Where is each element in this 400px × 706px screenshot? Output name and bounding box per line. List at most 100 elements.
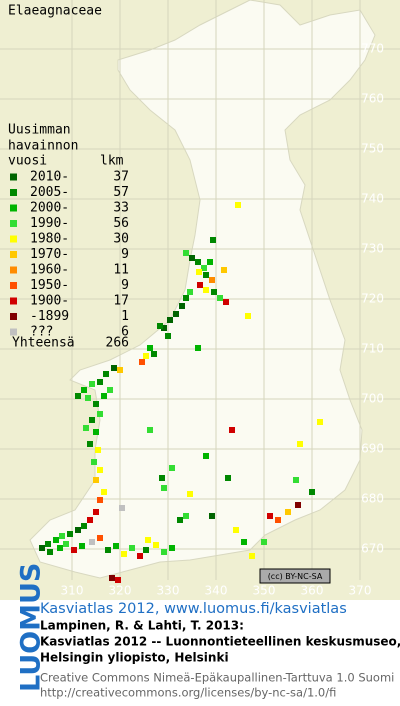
legend-count: 33 xyxy=(113,201,129,216)
observation-square xyxy=(183,250,189,256)
observation-square xyxy=(267,513,273,519)
license-line[interactable]: http://creativecommons.org/licenses/by-n… xyxy=(40,686,336,700)
observation-square xyxy=(153,542,159,548)
legend-total-label: Yhteensä xyxy=(12,336,75,351)
observation-square xyxy=(89,539,95,545)
observation-square xyxy=(97,497,103,503)
observation-square xyxy=(189,255,195,261)
observation-square xyxy=(161,549,167,555)
legend-count-heading: lkm xyxy=(100,154,124,169)
observation-square xyxy=(83,425,89,431)
y-grid-label: 710 xyxy=(361,342,384,356)
legend-label: 1960- xyxy=(30,263,69,278)
legend-count: 30 xyxy=(113,232,129,247)
legend-swatch xyxy=(10,220,17,227)
legend-count: 11 xyxy=(113,263,129,278)
observation-square xyxy=(79,543,85,549)
observation-square xyxy=(63,541,69,547)
citation-line: Helsingin yliopisto, Helsinki xyxy=(40,651,229,665)
observation-square xyxy=(187,491,193,497)
observation-square xyxy=(143,547,149,553)
observation-square xyxy=(165,333,171,339)
observation-square xyxy=(295,502,301,508)
x-grid-label: 340 xyxy=(205,584,228,598)
observation-square xyxy=(93,477,99,483)
observation-square xyxy=(317,419,323,425)
observation-square xyxy=(197,282,203,288)
license-line: Creative Commons Nimeä-Epäkaupallinen-Ta… xyxy=(40,671,394,685)
observation-square xyxy=(97,411,103,417)
atlas-link[interactable]: Kasviatlas 2012, www.luomus.fi/kasviatla… xyxy=(40,601,347,617)
observation-square xyxy=(111,365,117,371)
legend-swatch xyxy=(10,251,17,258)
legend-total: 266 xyxy=(106,336,129,351)
observation-square xyxy=(97,535,103,541)
observation-square xyxy=(107,387,113,393)
observation-square xyxy=(275,517,281,523)
observation-square xyxy=(93,429,99,435)
observation-square xyxy=(183,295,189,301)
observation-square xyxy=(233,527,239,533)
observation-square xyxy=(183,513,189,519)
observation-square xyxy=(229,427,235,433)
observation-square xyxy=(293,477,299,483)
luomus-logo: LUOMUS xyxy=(16,563,47,692)
observation-square xyxy=(207,259,213,265)
observation-square xyxy=(169,545,175,551)
observation-square xyxy=(249,553,255,559)
observation-square xyxy=(57,545,63,551)
x-grid-label: 370 xyxy=(349,584,372,598)
observation-square xyxy=(109,575,115,581)
observation-square xyxy=(95,447,101,453)
x-grid-label: 360 xyxy=(301,584,324,598)
observation-square xyxy=(85,395,91,401)
y-grid-label: 670 xyxy=(361,542,384,556)
observation-square xyxy=(241,539,247,545)
observation-square xyxy=(59,533,65,539)
observation-square xyxy=(71,547,77,553)
legend-label: 2000- xyxy=(30,201,69,216)
observation-square xyxy=(121,551,127,557)
legend-swatch xyxy=(10,235,17,243)
legend-count: 57 xyxy=(113,185,129,200)
observation-square xyxy=(117,367,123,373)
x-grid-label: 320 xyxy=(109,584,132,598)
observation-square xyxy=(45,541,51,547)
legend-swatch xyxy=(10,204,17,212)
observation-square xyxy=(161,325,167,331)
citation-line: Lampinen, R. & Lahti, T. 2013: xyxy=(40,619,244,633)
observation-square xyxy=(187,289,193,295)
observation-square xyxy=(147,427,153,433)
y-grid-label: 730 xyxy=(361,242,384,256)
x-grid-label: 350 xyxy=(253,584,276,598)
legend-label: 2010- xyxy=(30,170,69,185)
y-grid-label: 740 xyxy=(361,192,384,206)
observation-square xyxy=(210,237,216,243)
legend-heading: vuosi xyxy=(8,154,47,169)
observation-square xyxy=(87,441,93,447)
legend-heading: Uusimman xyxy=(8,123,71,138)
observation-square xyxy=(217,295,223,301)
observation-square xyxy=(179,303,185,309)
legend-swatch xyxy=(10,266,17,274)
legend-label: 1990- xyxy=(30,216,69,231)
legend-count: 17 xyxy=(113,294,129,309)
legend-label: ??? xyxy=(30,325,53,340)
y-grid-label: 680 xyxy=(361,492,384,506)
observation-square xyxy=(203,453,209,459)
observation-square xyxy=(203,287,209,293)
observation-square xyxy=(93,509,99,515)
observation-square xyxy=(177,517,183,523)
observation-square xyxy=(75,527,81,533)
observation-square xyxy=(105,547,111,553)
cc-badge: (cc) BY-NC-SA xyxy=(259,568,331,584)
observation-square xyxy=(173,311,179,317)
observation-square xyxy=(97,467,103,473)
observation-square xyxy=(137,553,143,559)
legend-swatch xyxy=(10,173,17,181)
legend-label: 1980- xyxy=(30,232,69,247)
observation-square xyxy=(245,313,251,319)
observation-square xyxy=(81,523,87,529)
observation-square xyxy=(129,545,135,551)
